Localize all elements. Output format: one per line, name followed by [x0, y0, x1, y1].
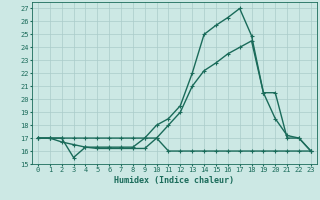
X-axis label: Humidex (Indice chaleur): Humidex (Indice chaleur) [115, 176, 234, 185]
